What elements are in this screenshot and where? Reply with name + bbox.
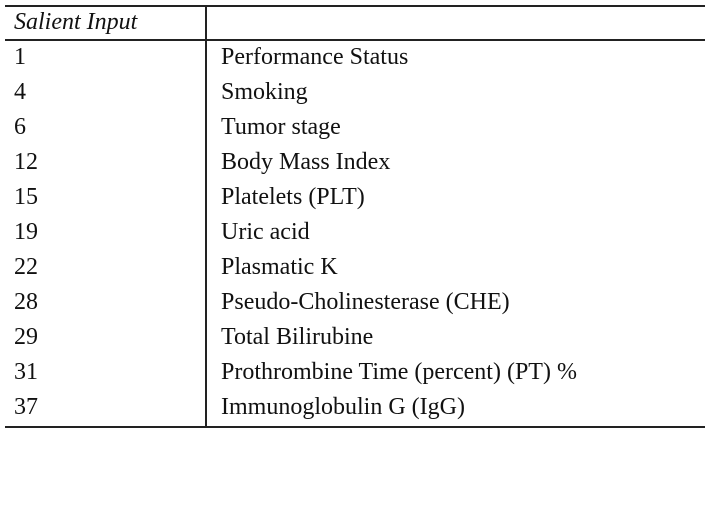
input-name: Body Mass Index: [221, 149, 391, 175]
input-index: 28: [14, 289, 38, 315]
input-index: 22: [14, 254, 38, 280]
input-index: 19: [14, 219, 38, 245]
input-name: Platelets (PLT): [221, 184, 365, 210]
input-name: Smoking: [221, 79, 308, 105]
input-index: 31: [14, 359, 38, 385]
input-index: 37: [14, 394, 38, 420]
bottom-rule: [5, 426, 705, 428]
input-name: Prothrombine Time (percent) (PT) %: [221, 359, 577, 385]
top-rule: [5, 5, 705, 7]
input-index: 12: [14, 149, 38, 175]
input-name: Pseudo-Cholinesterase (CHE): [221, 289, 510, 315]
input-name: Uric acid: [221, 219, 310, 245]
input-name: Tumor stage: [221, 114, 341, 140]
input-name: Immunoglobulin G (IgG): [221, 394, 465, 420]
input-name: Performance Status: [221, 44, 409, 70]
input-index: 29: [14, 324, 38, 350]
input-name: Total Bilirubine: [221, 324, 374, 350]
input-index: 15: [14, 184, 38, 210]
input-index: 1: [14, 44, 26, 70]
header-rule: [5, 39, 705, 41]
header-cell: Salient Input: [14, 9, 138, 35]
input-name: Plasmatic K: [221, 254, 338, 280]
column-rule: [205, 5, 207, 427]
input-index: 4: [14, 79, 26, 105]
input-index: 6: [14, 114, 26, 140]
